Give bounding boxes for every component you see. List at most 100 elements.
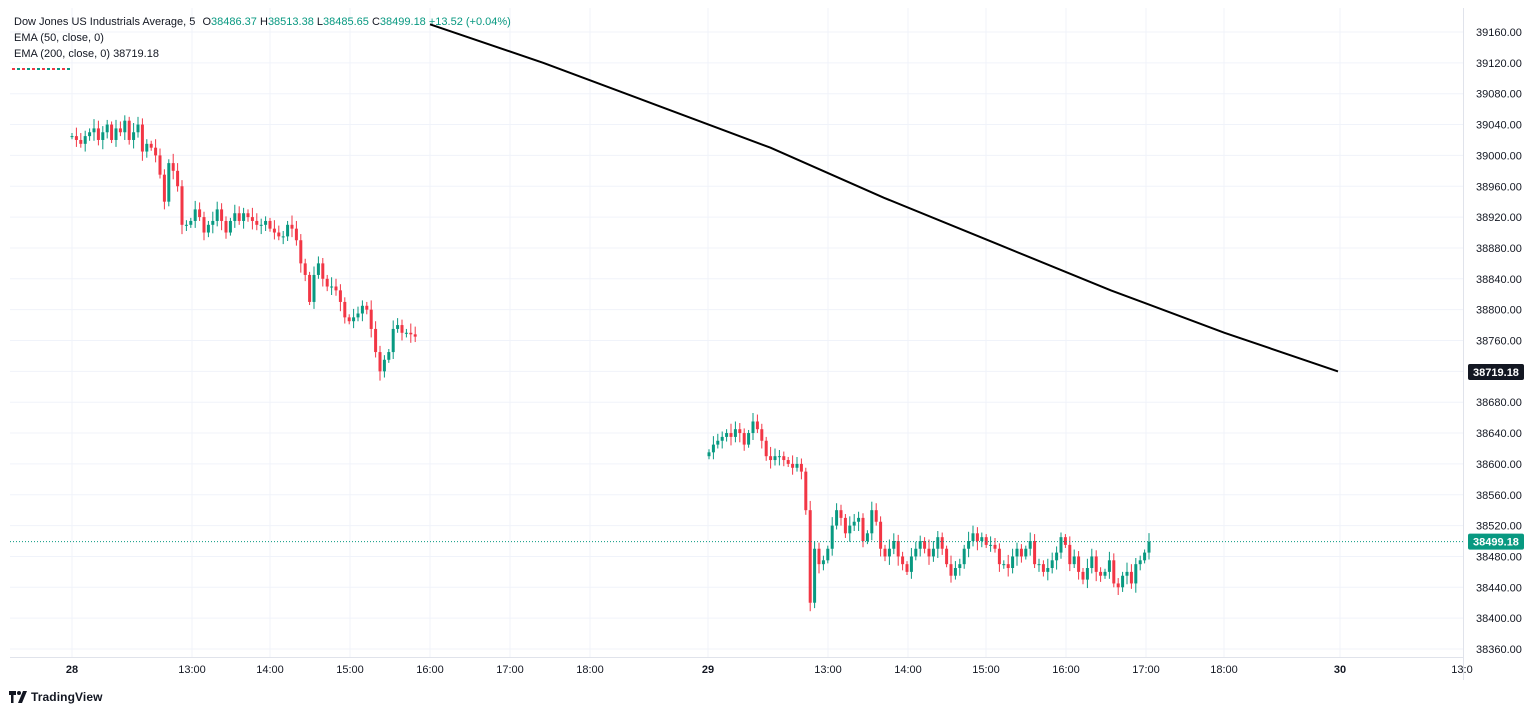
candle-body <box>813 548 817 603</box>
candle <box>325 274 329 292</box>
candle <box>1125 562 1129 585</box>
candle-body <box>975 533 979 542</box>
candle-body <box>250 217 254 221</box>
candle <box>1055 546 1059 570</box>
candle <box>1129 564 1133 589</box>
candle-body <box>101 132 105 140</box>
candle <box>857 511 861 531</box>
candle <box>1116 578 1120 596</box>
candle-body <box>918 541 922 549</box>
time-tick-label: 16:00 <box>1052 664 1080 676</box>
candle-body <box>1002 564 1006 566</box>
candle-body <box>352 317 356 322</box>
price-tick-label: 38560.00 <box>1476 490 1522 502</box>
candle <box>764 436 768 461</box>
candle <box>962 544 966 569</box>
candle <box>1099 567 1103 582</box>
candle-body <box>958 564 962 569</box>
candle-body <box>769 456 773 461</box>
candle-body <box>971 533 975 542</box>
candle <box>123 115 127 140</box>
candle <box>242 207 246 229</box>
candle-body <box>1033 541 1037 565</box>
candle <box>949 555 953 583</box>
time-axis-labels[interactable]: 28 13:00 14:00 15:00 16:00 17:00 18:00 29 13:00 1… <box>66 664 1473 676</box>
legend-ema50-row[interactable]: EMA (50, close, 0) <box>14 30 511 46</box>
candle-body <box>1028 541 1032 549</box>
candle <box>747 429 751 448</box>
price-tick-label: 39080.00 <box>1476 89 1522 101</box>
candle <box>330 277 334 295</box>
legend-ema200-row[interactable]: EMA (200, close, 0) 38719.18 <box>14 46 511 62</box>
price-tick-label: 38440.00 <box>1476 582 1522 594</box>
price-axis-labels[interactable]: 38360.00 38400.00 38440.00 38480.00 38520.00… <box>1476 27 1522 656</box>
candle-body <box>184 224 188 226</box>
candle <box>835 503 839 530</box>
time-tick-label: 16:00 <box>416 664 444 676</box>
candle-body <box>989 544 993 546</box>
candle-body <box>1063 537 1067 545</box>
candle-body <box>716 440 720 445</box>
candle-body <box>826 548 830 561</box>
ema50-mark <box>37 68 40 70</box>
candle <box>1002 560 1006 569</box>
candle <box>1006 554 1010 577</box>
candle-body <box>360 305 364 314</box>
candle <box>1094 550 1098 582</box>
candle <box>1147 533 1151 560</box>
candle <box>971 525 975 547</box>
candle-body <box>110 124 114 140</box>
candle <box>725 429 729 442</box>
time-tick-label: 13:0 <box>1451 664 1472 676</box>
candle <box>742 428 746 451</box>
candle <box>220 203 224 231</box>
candle <box>953 561 957 580</box>
time-tick-label: 17:00 <box>496 664 524 676</box>
candle <box>804 467 808 515</box>
candle-body <box>290 224 294 229</box>
candle <box>1077 551 1081 580</box>
price-tick-label: 38880.00 <box>1476 243 1522 255</box>
candle <box>158 148 162 179</box>
ema200-price-badge-box <box>1468 363 1524 380</box>
candle <box>1081 568 1085 585</box>
candle <box>707 449 711 460</box>
candle <box>1011 548 1015 574</box>
candle <box>79 133 83 148</box>
candle <box>149 140 153 151</box>
candle-body <box>997 548 1001 565</box>
candle <box>365 301 369 315</box>
candle <box>975 527 979 551</box>
ema200-price-badge-text: 38719.18 <box>1473 367 1519 379</box>
candle-body <box>308 274 312 302</box>
candle-body <box>83 136 87 144</box>
legend-symbol-row[interactable]: Dow Jones US Industrials Average, 5 O384… <box>14 14 511 30</box>
candle <box>716 433 720 449</box>
candle <box>914 541 918 561</box>
candle-body <box>272 228 276 233</box>
candle-body <box>1138 560 1142 565</box>
candle-body <box>940 537 944 549</box>
candle-body <box>967 541 971 549</box>
candle <box>264 216 268 231</box>
candle <box>1090 548 1094 574</box>
candle <box>795 456 799 472</box>
tradingview-logo[interactable]: TradingView <box>9 690 103 704</box>
candle-body <box>1068 544 1072 565</box>
candle-body <box>848 525 852 534</box>
candle-body <box>215 209 219 221</box>
candle-body <box>404 332 408 334</box>
candle <box>892 533 896 555</box>
candle-body <box>312 274 316 302</box>
candle <box>83 130 87 152</box>
candle-body <box>387 352 391 360</box>
price-tick-label: 39040.00 <box>1476 120 1522 132</box>
time-tick-label: 13:00 <box>814 664 842 676</box>
candle <box>338 284 342 312</box>
symbol-label[interactable]: Dow Jones US Industrials Average, 5 <box>14 16 196 28</box>
candle-body <box>413 334 417 337</box>
candle <box>1015 542 1019 566</box>
candle-body <box>228 220 232 233</box>
candle-body <box>70 136 74 138</box>
